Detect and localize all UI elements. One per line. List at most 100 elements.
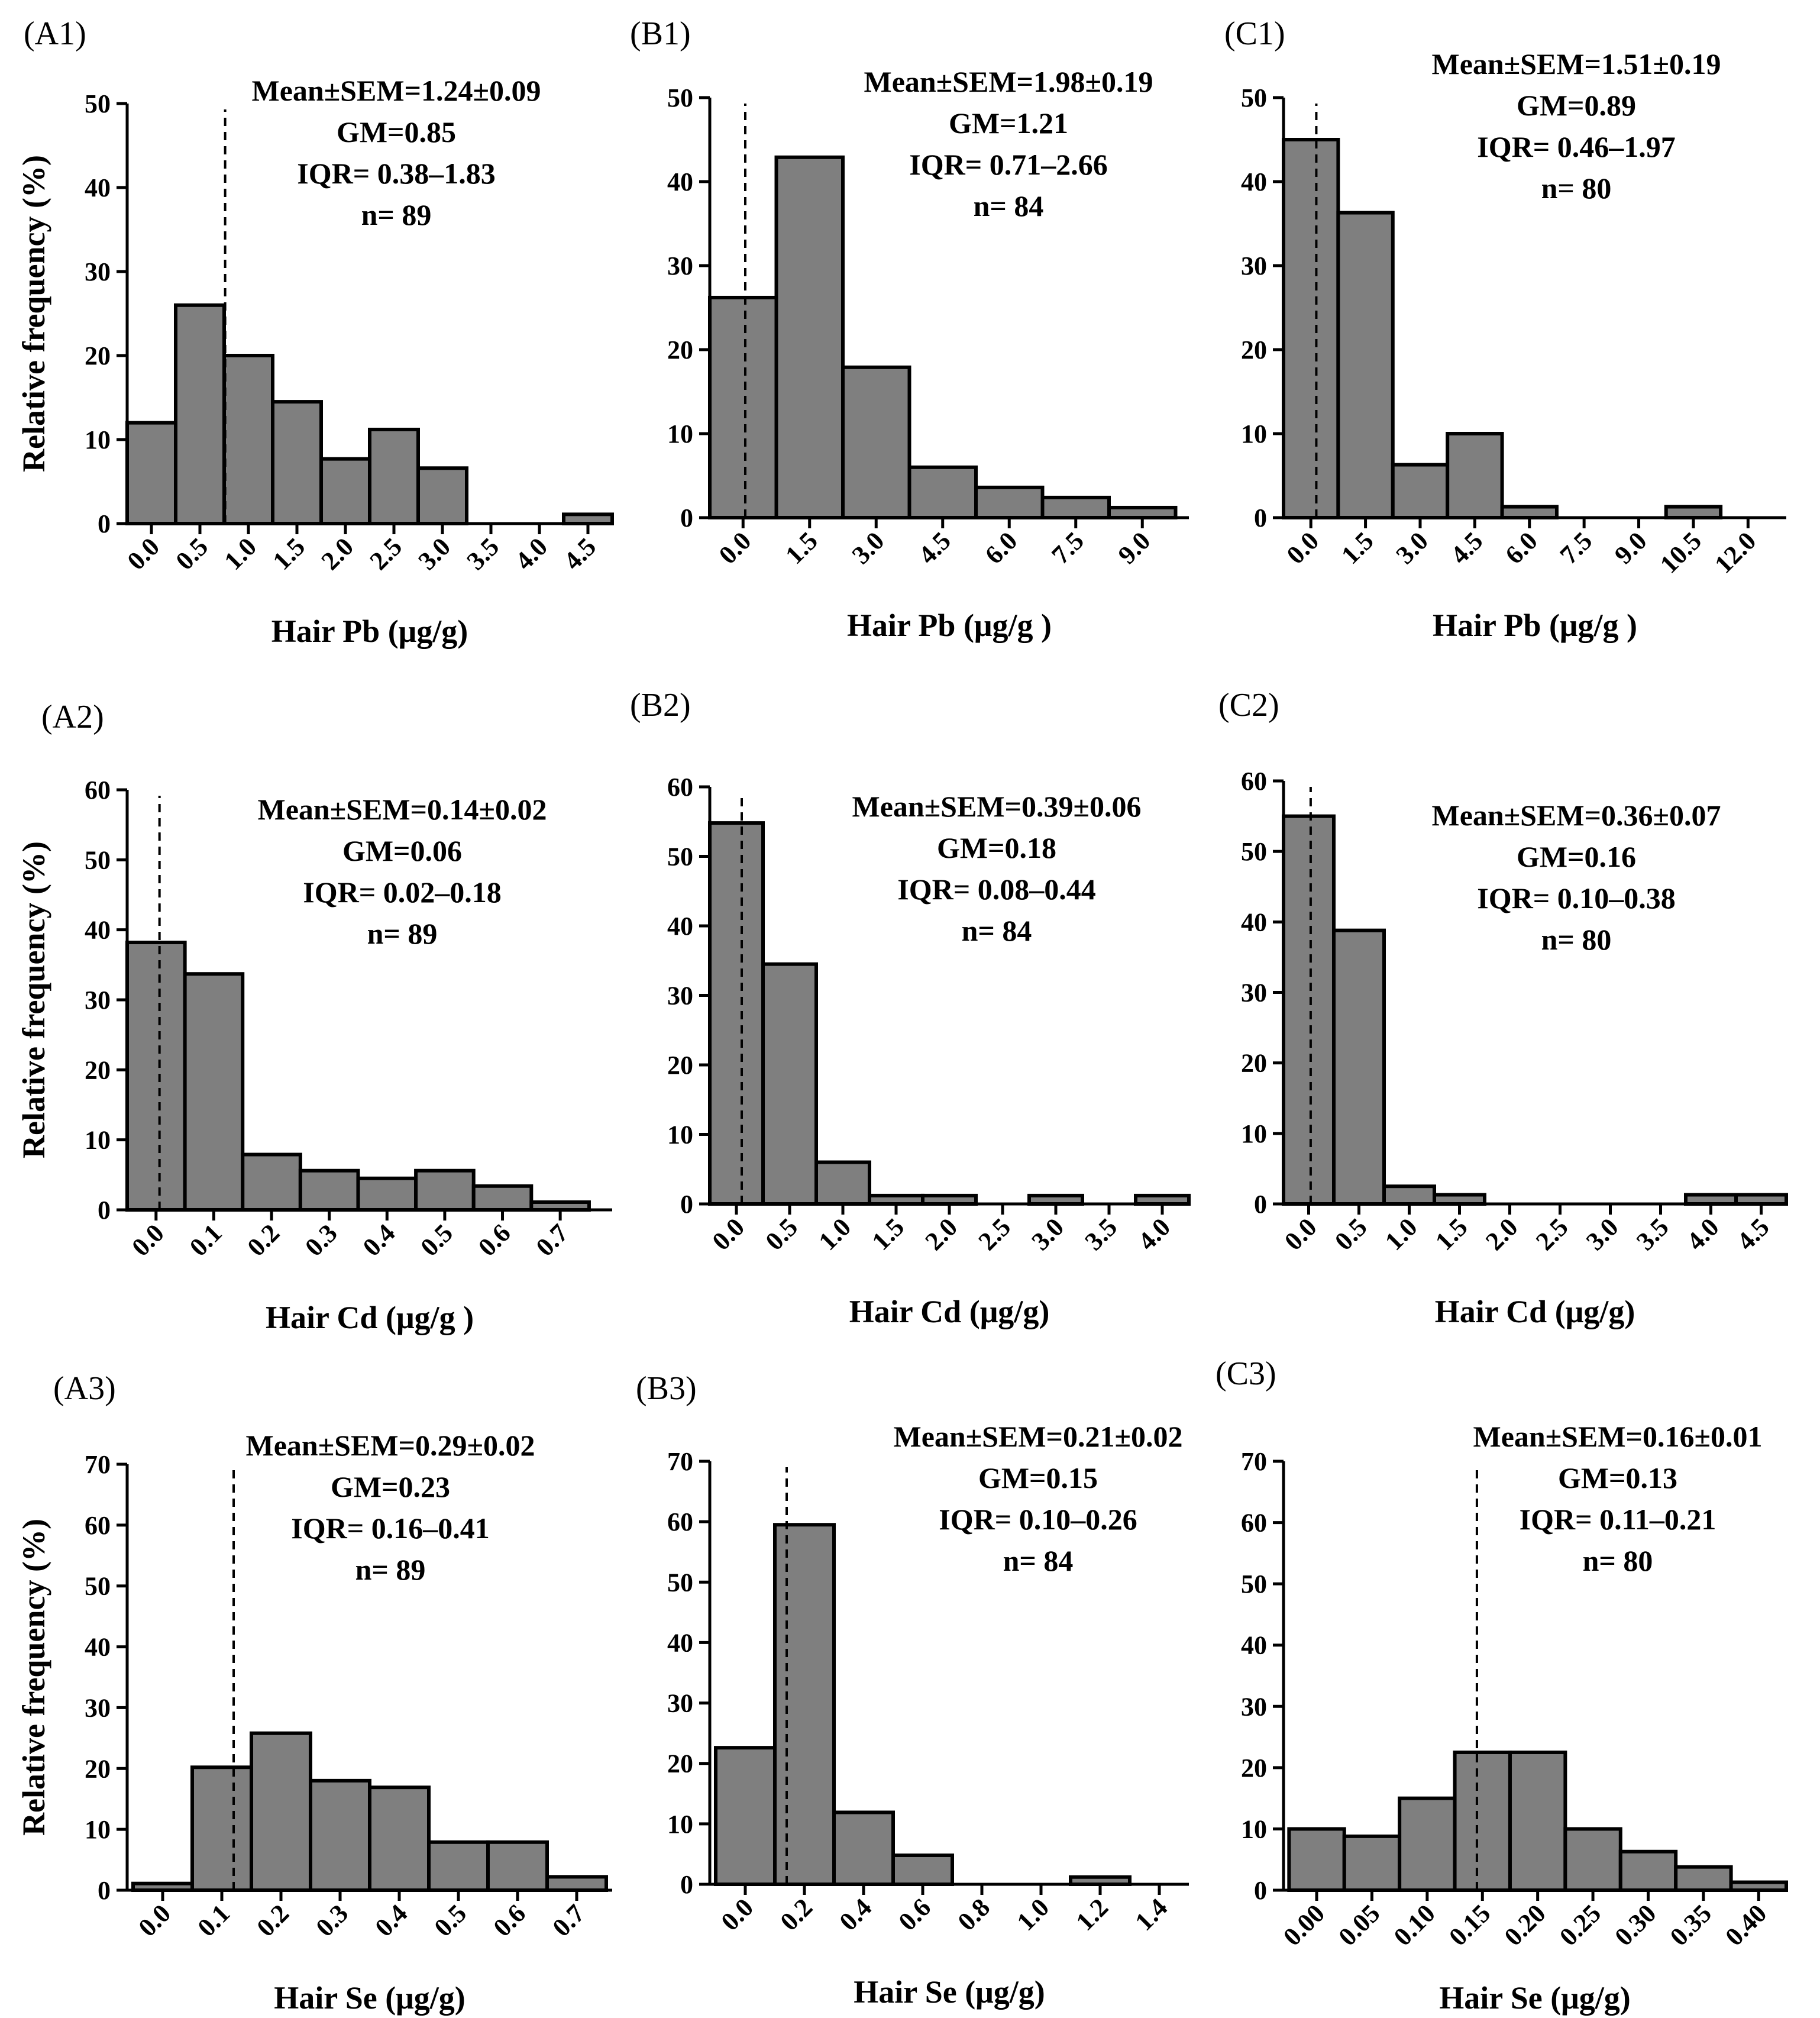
x-tick-label: 3.0: [413, 532, 457, 576]
y-tick-label: 40: [1241, 1631, 1267, 1660]
y-tick-label: 10: [85, 425, 111, 454]
panel-a2: (A2) 0 10 20 30 40 50 60 0.0 0.1 0.2 0.3 0.4 0.5 0.6 0.…: [16, 699, 612, 1335]
panel-a3: (A3) 0 10 20 30 40 50 60 70 0.0 0.1 0.2 0.3 0.4 0.5 0.6…: [16, 1370, 612, 2016]
x-tick-label: 0.35: [1664, 1898, 1717, 1951]
x-tick-label: 7.5: [1554, 526, 1598, 570]
y-tick-label: 10: [667, 1121, 693, 1150]
panel-label: (B3): [636, 1370, 697, 1407]
y-tick-label: 30: [85, 257, 111, 286]
stats-annotation: GM=1.21: [949, 106, 1068, 140]
x-tick-label: 1.5: [1430, 1212, 1473, 1256]
y-tick-label: 30: [85, 986, 111, 1015]
y-tick-label: 30: [1241, 1692, 1267, 1721]
x-tick-label: 3.5: [1631, 1212, 1674, 1256]
histogram-bar: [1391, 463, 1450, 519]
y-tick-label: 20: [667, 1051, 693, 1080]
histogram-bar: [309, 1778, 371, 1893]
y-tick-label: 60: [85, 776, 111, 805]
x-tick-label: 2.0: [1480, 1212, 1524, 1256]
x-tick-label: 4.5: [1445, 526, 1489, 570]
y-tick-label: 10: [667, 419, 693, 448]
y-tick-label: 40: [667, 1628, 693, 1657]
stats-annotation: GM=0.89: [1517, 89, 1636, 122]
histogram-bar: [1287, 1827, 1346, 1892]
y-axis-title: Relative frequency (%): [16, 155, 51, 472]
stats-annotation: n= 80: [1541, 923, 1612, 956]
y-tick-label: 0: [680, 503, 693, 532]
x-tick-label: 4.5: [1731, 1212, 1775, 1256]
y-tick-label: 50: [1241, 83, 1267, 112]
histogram-bar: [125, 940, 187, 1212]
histogram-bar: [1336, 211, 1395, 520]
x-tick-label: 0.5: [760, 1212, 804, 1256]
y-tick-label: 60: [667, 1507, 693, 1536]
stats-annotation: Mean±SEM=0.21±0.02: [894, 1420, 1183, 1453]
panel-label: (A3): [53, 1370, 116, 1407]
histogram-bar: [841, 365, 911, 519]
stats-annotation: GM=0.23: [331, 1470, 450, 1503]
x-tick-label: 1.5: [267, 532, 311, 576]
histogram-bar: [1664, 505, 1723, 519]
histogram-bar: [1040, 495, 1111, 519]
histogram-bar: [1332, 928, 1386, 1206]
x-tick-label: 2.0: [316, 532, 360, 576]
y-tick-label: 10: [85, 1815, 111, 1844]
histogram-bar: [416, 466, 468, 526]
panel-c1: (C1) 0 10 20 30 40 50 0.0 1.5 3.0 4.5 6.0 7.5 9.0 10.5…: [1224, 15, 1786, 643]
panel-label: (C3): [1216, 1355, 1276, 1392]
x-tick-label: 0.6: [473, 1218, 516, 1262]
panel-label: (B2): [630, 687, 691, 724]
x-tick-label: 2.5: [1530, 1212, 1574, 1256]
histogram-bar: [1453, 1750, 1512, 1893]
x-tick-label: 0.3: [299, 1218, 343, 1262]
stats-annotation: GM=0.13: [1558, 1461, 1677, 1494]
histogram-bar: [773, 1523, 836, 1886]
y-tick-label: 60: [1241, 1509, 1267, 1538]
histogram-bar: [974, 485, 1045, 520]
x-tick-label: 1.5: [1336, 526, 1379, 570]
histogram-bar: [356, 1176, 418, 1212]
y-tick-label: 0: [1254, 1190, 1267, 1219]
panel-label: (C2): [1218, 687, 1279, 724]
histogram-bar: [271, 400, 323, 525]
x-tick-label: 0.3: [311, 1898, 354, 1942]
y-tick-label: 0: [98, 1876, 111, 1905]
x-tick-label: 2.5: [973, 1212, 1017, 1256]
x-tick-label: 3.5: [1079, 1212, 1123, 1256]
histogram-bar: [1508, 1750, 1567, 1893]
histogram-bar: [708, 821, 765, 1206]
x-tick-label: 0.8: [952, 1893, 996, 1936]
histogram-bar: [414, 1168, 476, 1212]
stats-annotation: GM=0.06: [342, 834, 462, 867]
y-tick-label: 0: [1254, 1876, 1267, 1905]
panel-b3: (B3) 0 10 20 30 40 50 60 70 0.0 0.2 0.4 0.6 0.8 1.0 1.2…: [636, 1370, 1189, 2010]
y-tick-label: 10: [1241, 1119, 1267, 1148]
x-tick-label: 0.0: [716, 1893, 759, 1936]
x-axis-title: Hair Cd (μg/g ): [266, 1300, 474, 1335]
y-tick-label: 50: [85, 89, 111, 118]
y-tick-label: 60: [667, 773, 693, 802]
x-tick-label: 0.30: [1609, 1898, 1661, 1951]
x-axis-title: Hair Cd (μg/g): [849, 1294, 1050, 1329]
stats-annotation: GM=0.85: [337, 115, 456, 148]
stats-annotation: n= 80: [1541, 172, 1612, 205]
histogram-bar: [319, 457, 371, 525]
histogram-bar: [1107, 505, 1178, 520]
stats-annotation: Mean±SEM=1.51±0.19: [1432, 47, 1721, 80]
y-tick-label: 0: [98, 1196, 111, 1225]
histogram-bar: [1342, 1834, 1402, 1893]
stats-annotation: n= 84: [974, 189, 1044, 222]
panel-c2: (C2) 0 10 20 30 40 50 60 0.0 0.5 1.0 1.5 2.0 2.5 3.0 3.…: [1218, 687, 1788, 1329]
stats-annotation: IQR= 0.38–1.83: [297, 157, 495, 190]
y-tick-label: 20: [1241, 335, 1267, 364]
x-tick-label: 0.0: [707, 1212, 751, 1256]
histogram-bar: [174, 303, 226, 525]
x-tick-label: 3.0: [1391, 526, 1434, 570]
x-tick-label: 4.0: [1133, 1212, 1176, 1256]
x-tick-label: 7.5: [1046, 526, 1090, 570]
x-tick-label: 4.5: [913, 526, 956, 570]
x-tick-label: 0.6: [893, 1893, 937, 1936]
histogram-bar: [183, 972, 245, 1212]
x-tick-label: 0.4: [370, 1898, 413, 1942]
